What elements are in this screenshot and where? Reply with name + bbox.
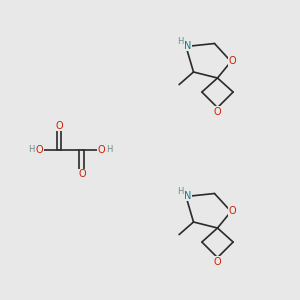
Text: H: H (106, 146, 113, 154)
Text: N: N (184, 41, 192, 51)
Text: H: H (177, 187, 184, 196)
Text: O: O (214, 107, 221, 117)
Text: O: O (214, 257, 221, 267)
Text: O: O (228, 56, 236, 66)
Text: H: H (28, 146, 34, 154)
Text: N: N (184, 191, 192, 201)
Text: O: O (55, 121, 63, 131)
Text: O: O (78, 169, 86, 179)
Text: H: H (177, 37, 184, 46)
Text: O: O (228, 206, 236, 216)
Text: O: O (36, 145, 43, 155)
Text: O: O (98, 145, 105, 155)
